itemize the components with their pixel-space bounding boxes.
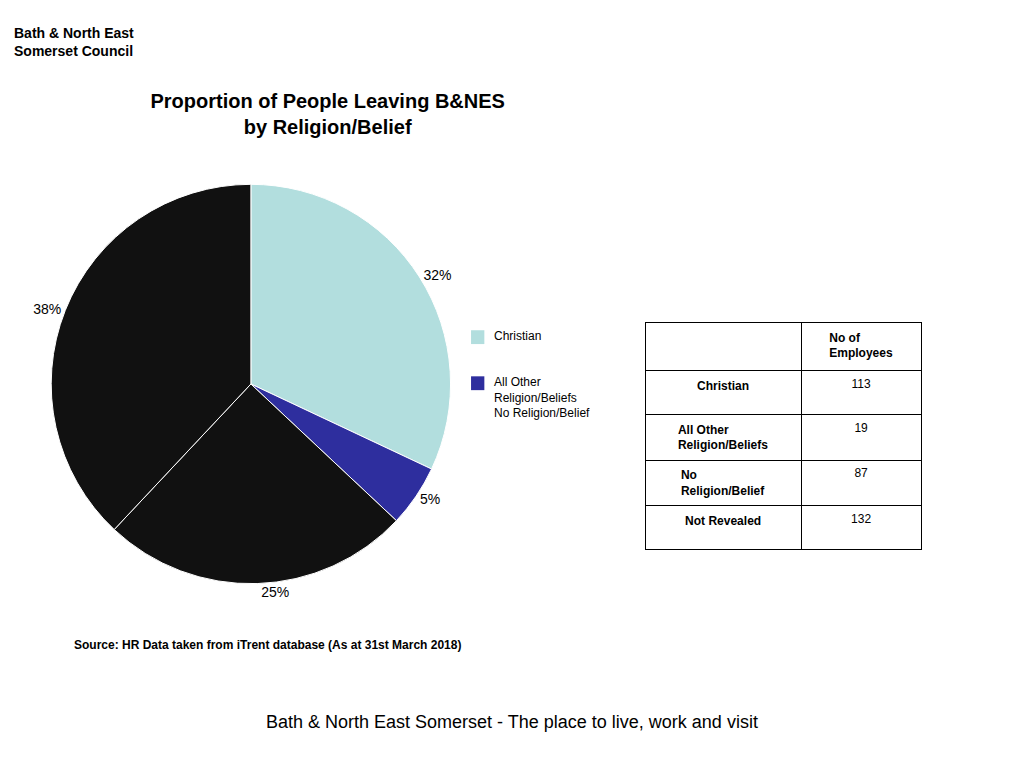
svg-text:Source: HR Data taken from iTr: Source: HR Data taken from iTrent databa… [74,638,461,652]
svg-text:87: 87 [854,466,868,480]
svg-text:No ofEmployees: No ofEmployees [829,331,893,361]
svg-text:Bath & North East Somerset - T: Bath & North East Somerset - The place t… [266,712,758,732]
svg-text:Christian: Christian [494,329,541,343]
svg-text:All OtherReligion/Beliefs: All OtherReligion/Beliefs [678,423,768,453]
svg-text:38%: 38% [33,301,61,317]
svg-text:25%: 25% [261,584,289,600]
svg-text:Not Revealed: Not Revealed [685,514,761,528]
svg-text:Christian: Christian [697,379,749,393]
svg-text:32%: 32% [423,267,451,283]
svg-text:113: 113 [852,377,871,391]
svg-text:19: 19 [854,421,868,435]
svg-text:5%: 5% [420,491,440,507]
svg-text:132: 132 [851,512,871,526]
svg-text:All OtherReligion/BeliefsNo Re: All OtherReligion/BeliefsNo Religion/Bel… [494,375,590,420]
svg-text:NoReligion/Belief: NoReligion/Belief [681,468,765,498]
svg-text:Bath & North EastSomerset Coun: Bath & North EastSomerset Council [14,25,134,59]
svg-text:Proportion of People Leaving B: Proportion of People Leaving B&NESby Rel… [150,90,504,138]
